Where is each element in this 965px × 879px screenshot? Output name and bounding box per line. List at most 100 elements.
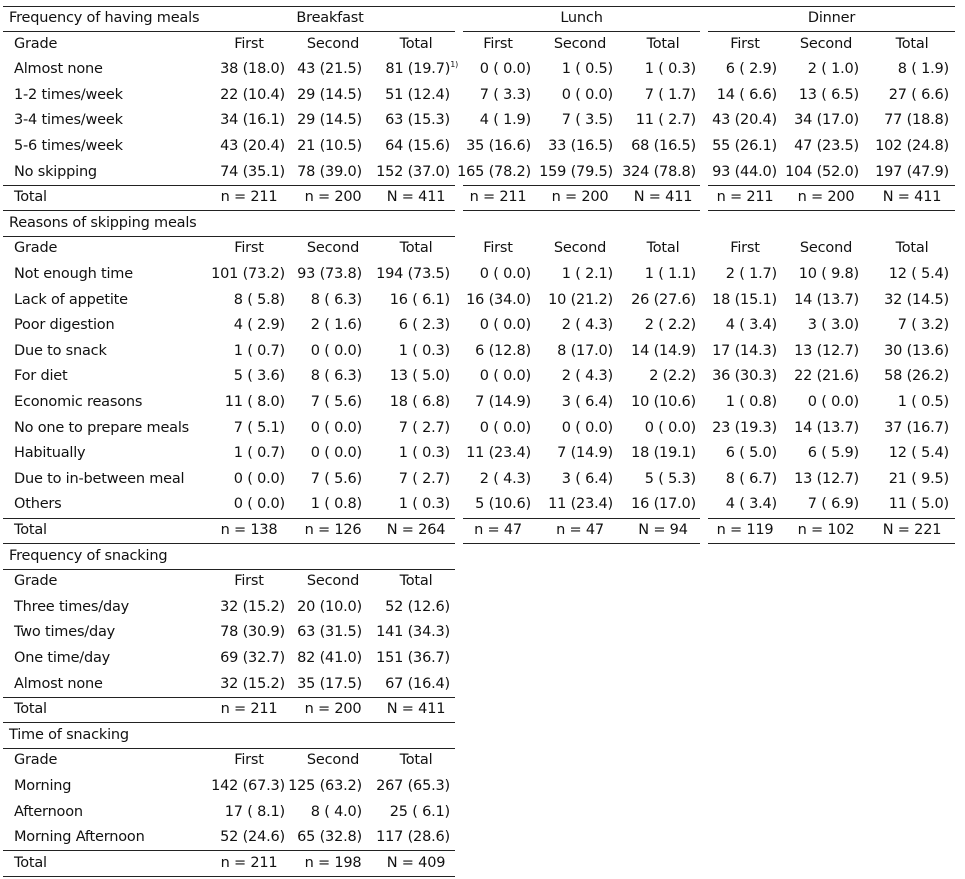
total-cell: n = 211 [716, 189, 774, 206]
table-cell: 65 (32.8) [297, 829, 362, 846]
table-row: 3-4 times/week 34 (16.1) 29 (14.5) 63 (15.3… [0, 108, 965, 134]
table-cell: 0 ( 0.0) [310, 445, 362, 462]
table-cell: 29 (14.5) [297, 112, 362, 129]
row-label: Poor digestion [14, 317, 115, 334]
table-row: No one to prepare meals 7 ( 5.1) 0 ( 0.0) 7… [0, 416, 965, 442]
table-cell: 3 ( 3.0) [807, 317, 859, 334]
table-cell: 0 ( 0.0) [561, 86, 613, 103]
column-header-row: Grade First Second Total [0, 748, 965, 774]
column-header: First [483, 240, 513, 257]
table-cell: 32 (15.2) [220, 598, 285, 615]
total-cell: n = 138 [220, 522, 278, 538]
total-row: Total n = 138 n = 126 N = 264 n = 47 n = 47 N … [0, 518, 965, 544]
table-cell: 32 (14.5) [884, 291, 949, 308]
table-cell: 1 ( 0.3) [398, 496, 450, 513]
table-cell: 1 ( 2.1) [561, 266, 613, 282]
table-cell: 21 ( 9.5) [888, 470, 949, 487]
row-label: Almost none [14, 61, 103, 78]
table-cell: 78 (30.9) [220, 624, 285, 641]
table-row: For diet 5 ( 3.6) 8 ( 6.3) 13 ( 5.0) 0 ( 0.0… [0, 364, 965, 390]
column-header: Second [306, 35, 360, 52]
section-title-row: Time of snacking [0, 723, 965, 749]
table-cell: 63 (15.3) [385, 112, 450, 129]
table-cell: 16 ( 6.1) [389, 291, 450, 308]
table-cell: 0 ( 0.0) [310, 419, 362, 436]
table-row: Afternoon 17 ( 8.1) 8 ( 4.0) 25 ( 6.1) [0, 800, 965, 826]
row-label: Two times/day [14, 624, 116, 641]
total-label: Total [14, 189, 47, 206]
rule-line [3, 184, 455, 186]
column-header-row: Grade First Second Total First Second Total Fir… [0, 32, 965, 58]
table-cell: 7 (14.9) [557, 445, 613, 462]
rule-line [3, 850, 455, 852]
column-header: Second [553, 240, 607, 257]
table-cell: 43 (21.5) [297, 61, 362, 78]
section-title: Time of snacking [9, 726, 129, 743]
table-row: Not enough time 101 (73.2) 93 (73.8) 194 (7… [0, 262, 965, 288]
total-cell: N = 411 [882, 189, 942, 206]
table-cell: 7 ( 1.7) [644, 86, 696, 103]
rule-line [3, 5, 955, 7]
table-cell: 22 (10.4) [220, 86, 285, 103]
table-cell: 197 (47.9) [875, 163, 949, 180]
rule-line [3, 517, 455, 519]
rule-line [3, 875, 455, 877]
total-cell: n = 47 [556, 522, 604, 538]
total-cell: N = 221 [882, 522, 942, 538]
total-cell: N = 264 [386, 522, 446, 538]
row-label: Lack of appetite [14, 291, 128, 308]
rule-line [708, 543, 955, 545]
total-row: Total n = 211 n = 200 N = 411 n = 211 n = 200… [0, 185, 965, 211]
table-cell: 16 (34.0) [466, 291, 531, 308]
table-cell: 18 (19.1) [631, 445, 696, 462]
table-cell: 7 (14.9) [475, 394, 531, 410]
grade-header: Grade [14, 240, 58, 257]
total-cell: n = 198 [304, 854, 362, 871]
table-cell: 52 (24.6) [220, 829, 285, 846]
table-row: No skipping 74 (35.1) 78 (39.0) 152 (37.0) 1… [0, 160, 965, 186]
total-cell: n = 200 [551, 189, 609, 206]
table-cell: 141 (34.3) [376, 624, 450, 641]
table-cell: 12 ( 5.4) [888, 266, 949, 282]
value-text: 81 (19.7) [385, 61, 451, 78]
total-label: Total [14, 522, 47, 538]
total-row: Total n = 211 n = 198 N = 409 [0, 851, 965, 877]
table-cell: 4 ( 1.9) [479, 112, 531, 129]
table-row: Poor digestion 4 ( 2.9) 2 ( 1.6) 6 ( 2.3) 0 … [0, 313, 965, 339]
table-cell: 93 (73.8) [297, 266, 362, 282]
column-header: Total [646, 240, 680, 257]
table-cell: 36 (30.3) [712, 368, 777, 385]
total-cell: n = 126 [304, 522, 362, 538]
table-cell: 8 ( 1.9) [897, 61, 949, 78]
row-label: For diet [14, 368, 68, 385]
total-label: Total [14, 854, 47, 871]
table-cell: 0 ( 0.0) [561, 419, 613, 436]
column-header: Second [306, 573, 360, 590]
table-cell: 0 ( 0.0) [479, 61, 531, 78]
table-cell: 64 (15.6) [385, 138, 450, 154]
table-cell: 13 ( 5.0) [389, 368, 450, 385]
column-header: First [234, 35, 264, 52]
table-row: Morning 142 (67.3) 125 (63.2) 267 (65.3) [0, 774, 965, 800]
table-cell: 159 (79.5) [539, 163, 613, 180]
table-cell: 2 ( 2.2) [644, 317, 696, 334]
table-cell: 8 ( 6.7) [725, 470, 777, 487]
rule-line [708, 517, 955, 519]
table-cell: 2 ( 4.3) [561, 368, 613, 385]
rule-line [3, 543, 455, 545]
column-header: Total [646, 35, 680, 52]
table-cell: 13 (12.7) [794, 470, 859, 487]
rule-line [3, 696, 455, 698]
table-cell: 2 ( 4.3) [561, 317, 613, 334]
footnote-mark: 1) [450, 60, 458, 70]
table-cell: 17 ( 8.1) [224, 803, 285, 820]
table-cell: 2 (2.2) [649, 368, 696, 385]
section-title: Reasons of skipping meals [9, 214, 197, 231]
table-cell: 13 ( 6.5) [798, 86, 859, 103]
column-header: First [730, 240, 760, 257]
table-cell: 7 ( 3.2) [897, 317, 949, 334]
table-cell: 26 (27.6) [631, 291, 696, 308]
table-cell: 8 ( 6.3) [310, 368, 362, 385]
rule-line [463, 31, 700, 33]
table-cell: 1 ( 0.5) [897, 394, 949, 410]
